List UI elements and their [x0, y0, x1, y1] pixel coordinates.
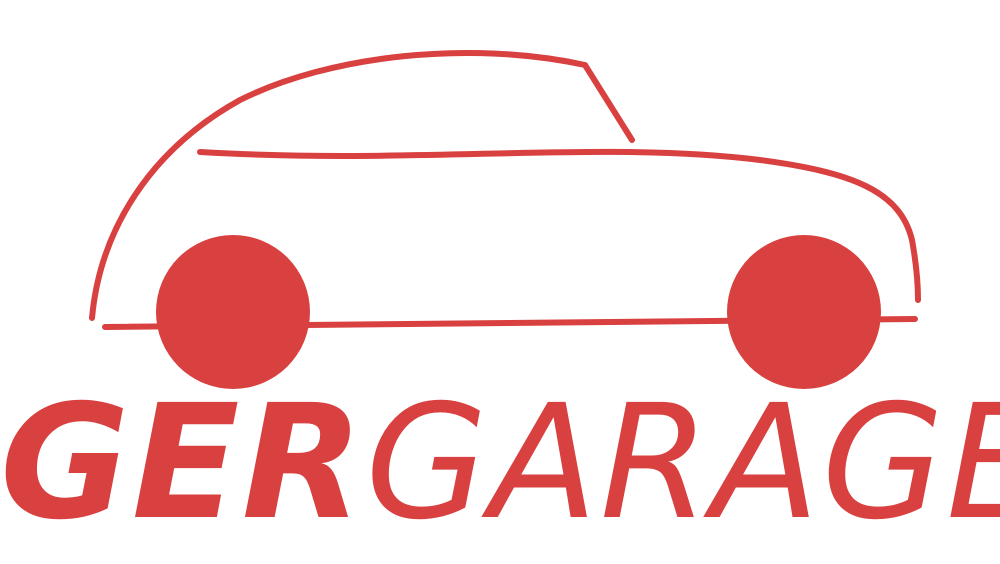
belt-line: [197, 148, 921, 303]
brand-name-bold: GER: [0, 371, 366, 555]
brand-name: GERGARAGE: [0, 378, 1000, 548]
rear-wheel: [156, 235, 310, 389]
brand-name-regular: GARAGE: [365, 371, 1000, 555]
roof-line: [89, 49, 588, 321]
front-wheel: [727, 235, 881, 389]
windshield-line: [582, 62, 635, 143]
